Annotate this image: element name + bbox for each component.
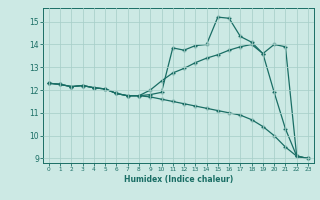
X-axis label: Humidex (Indice chaleur): Humidex (Indice chaleur) <box>124 175 233 184</box>
